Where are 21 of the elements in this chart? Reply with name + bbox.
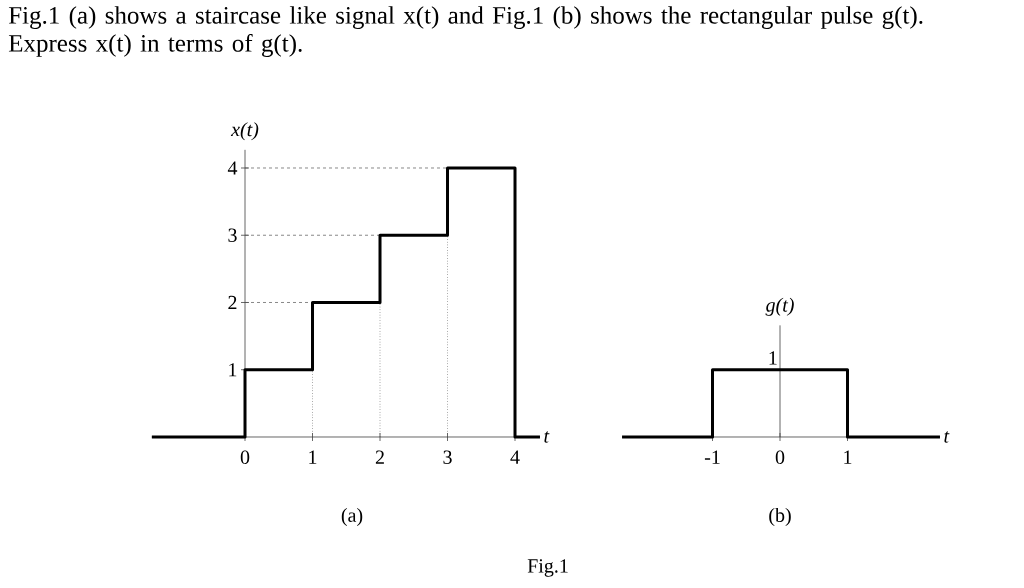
x-tick-label: 1 xyxy=(844,450,852,464)
text: (b) xyxy=(769,507,791,527)
caption: Fig.1 xyxy=(527,559,568,577)
x-tick-label: -1 xyxy=(704,450,720,464)
x-axis-title: t xyxy=(544,431,550,443)
annotation: 1 xyxy=(769,351,777,365)
y-axis-title: g(t) xyxy=(765,297,794,316)
x-tick-label: 0 xyxy=(775,450,785,465)
y-tick-label: 2 xyxy=(228,295,237,310)
x-tick-label: 3 xyxy=(443,450,452,464)
x-tick-label: 4 xyxy=(510,450,520,464)
x-axis-title: t xyxy=(944,431,950,443)
x-tick-label: 0 xyxy=(240,450,250,465)
chart-title: Fig.1 (a) shows a staircase like signal x(t) and Fig.1 (b) shows the rectangular pulse g(t). Express x(t) in terms of g(t). xyxy=(8,6,923,57)
y-tick-label: 1 xyxy=(229,363,237,377)
x-tick-label: 1 xyxy=(309,450,317,464)
text: (a) xyxy=(341,507,363,527)
y-tick-label: 4 xyxy=(227,161,238,175)
y-tick-label: 3 xyxy=(228,228,237,242)
x-tick-label: 2 xyxy=(375,450,384,464)
y-axis-title: x(t) xyxy=(230,122,259,141)
